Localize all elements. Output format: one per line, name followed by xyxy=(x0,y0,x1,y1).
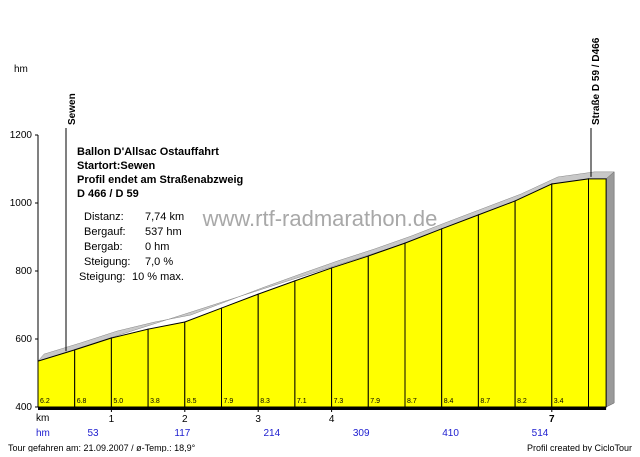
stat-label: Steigung: xyxy=(79,271,125,283)
segment xyxy=(477,200,516,408)
x-tick-label: 2 xyxy=(182,414,188,425)
x-unit: km xyxy=(36,413,49,424)
profile-side xyxy=(605,171,615,408)
gradient-label: 7.1 xyxy=(297,398,307,405)
gradient-label: 8.2 xyxy=(517,398,527,405)
gradient-label: 8.5 xyxy=(187,398,197,405)
segment xyxy=(257,280,296,408)
segment xyxy=(551,178,589,408)
info-title: Profil endet am Straßenabzweig xyxy=(77,174,243,186)
stat-value: 0 hm xyxy=(145,241,169,253)
footer-left: Tour gefahren am: 21.09.2007 / ø-Temp.: … xyxy=(8,443,196,452)
x-tick-label: 4 xyxy=(329,414,335,425)
x-tick-label: 3 xyxy=(255,414,261,425)
climb-unit: hm xyxy=(36,428,50,439)
segment xyxy=(147,321,186,408)
gradient-label: 8.4 xyxy=(444,398,454,405)
stat-value: 10 % max. xyxy=(132,271,184,283)
stat-label: Distanz: xyxy=(84,211,124,223)
climb-label: 214 xyxy=(263,428,280,439)
y-tick-label: 800 xyxy=(15,266,32,277)
segment xyxy=(221,293,259,408)
gradient-label: 3.4 xyxy=(554,398,564,405)
segment xyxy=(74,337,112,408)
segment xyxy=(404,228,443,408)
segment xyxy=(184,307,222,408)
stat-value: 537 hm xyxy=(145,226,182,238)
segment xyxy=(110,328,149,408)
x-tick-label: 1 xyxy=(109,414,115,425)
info-title: Ballon D'Allsac Ostauffahrt xyxy=(77,146,219,158)
gradient-label: 7.3 xyxy=(334,398,344,405)
gradient-label: 3.8 xyxy=(150,398,160,405)
info-title: D 466 / D 59 xyxy=(77,188,139,200)
gradient-label: 5.0 xyxy=(113,398,123,405)
segment xyxy=(331,255,369,408)
y-tick-label: 1000 xyxy=(10,198,33,209)
gradient-label: 7.9 xyxy=(370,398,380,405)
gradient-label: 8.3 xyxy=(260,398,270,405)
stat-label: Bergab: xyxy=(84,241,123,253)
footer-right: Profil created by CicloTour xyxy=(527,443,632,452)
stat-label: Steigung: xyxy=(84,256,130,268)
gradient-label: 8.7 xyxy=(407,398,417,405)
stat-value: 7,0 % xyxy=(145,256,173,268)
start-label: Sewen xyxy=(67,93,78,125)
climb-label: 53 xyxy=(87,428,99,439)
info-title: Startort:Sewen xyxy=(77,160,156,172)
gradient-label: 8.7 xyxy=(480,398,490,405)
climb-label: 410 xyxy=(442,428,459,439)
climb-label: 309 xyxy=(353,428,370,439)
y-unit: hm xyxy=(14,64,28,75)
x-tick-label: 7 xyxy=(549,414,555,425)
y-tick-label: 600 xyxy=(15,334,32,345)
y-tick-label: 1200 xyxy=(10,130,33,141)
stat-value: 7,74 km xyxy=(145,211,184,223)
gradient-label: 6.2 xyxy=(40,398,50,405)
gradient-label: 7.9 xyxy=(224,398,234,405)
climb-label: 514 xyxy=(532,428,549,439)
climb-label: 117 xyxy=(174,428,190,439)
segment xyxy=(514,183,553,408)
end-label: Straße D 59 / D466 xyxy=(591,37,602,125)
segment xyxy=(367,242,406,408)
segment xyxy=(294,267,333,408)
watermark: www.rtf-radmarathon.de xyxy=(202,206,438,231)
stat-label: Bergauf: xyxy=(84,226,126,238)
segment xyxy=(441,214,479,408)
segment xyxy=(588,178,607,408)
y-tick-label: 400 xyxy=(15,402,32,413)
gradient-label: 6.8 xyxy=(77,398,87,405)
x-axis-bar xyxy=(38,407,607,410)
